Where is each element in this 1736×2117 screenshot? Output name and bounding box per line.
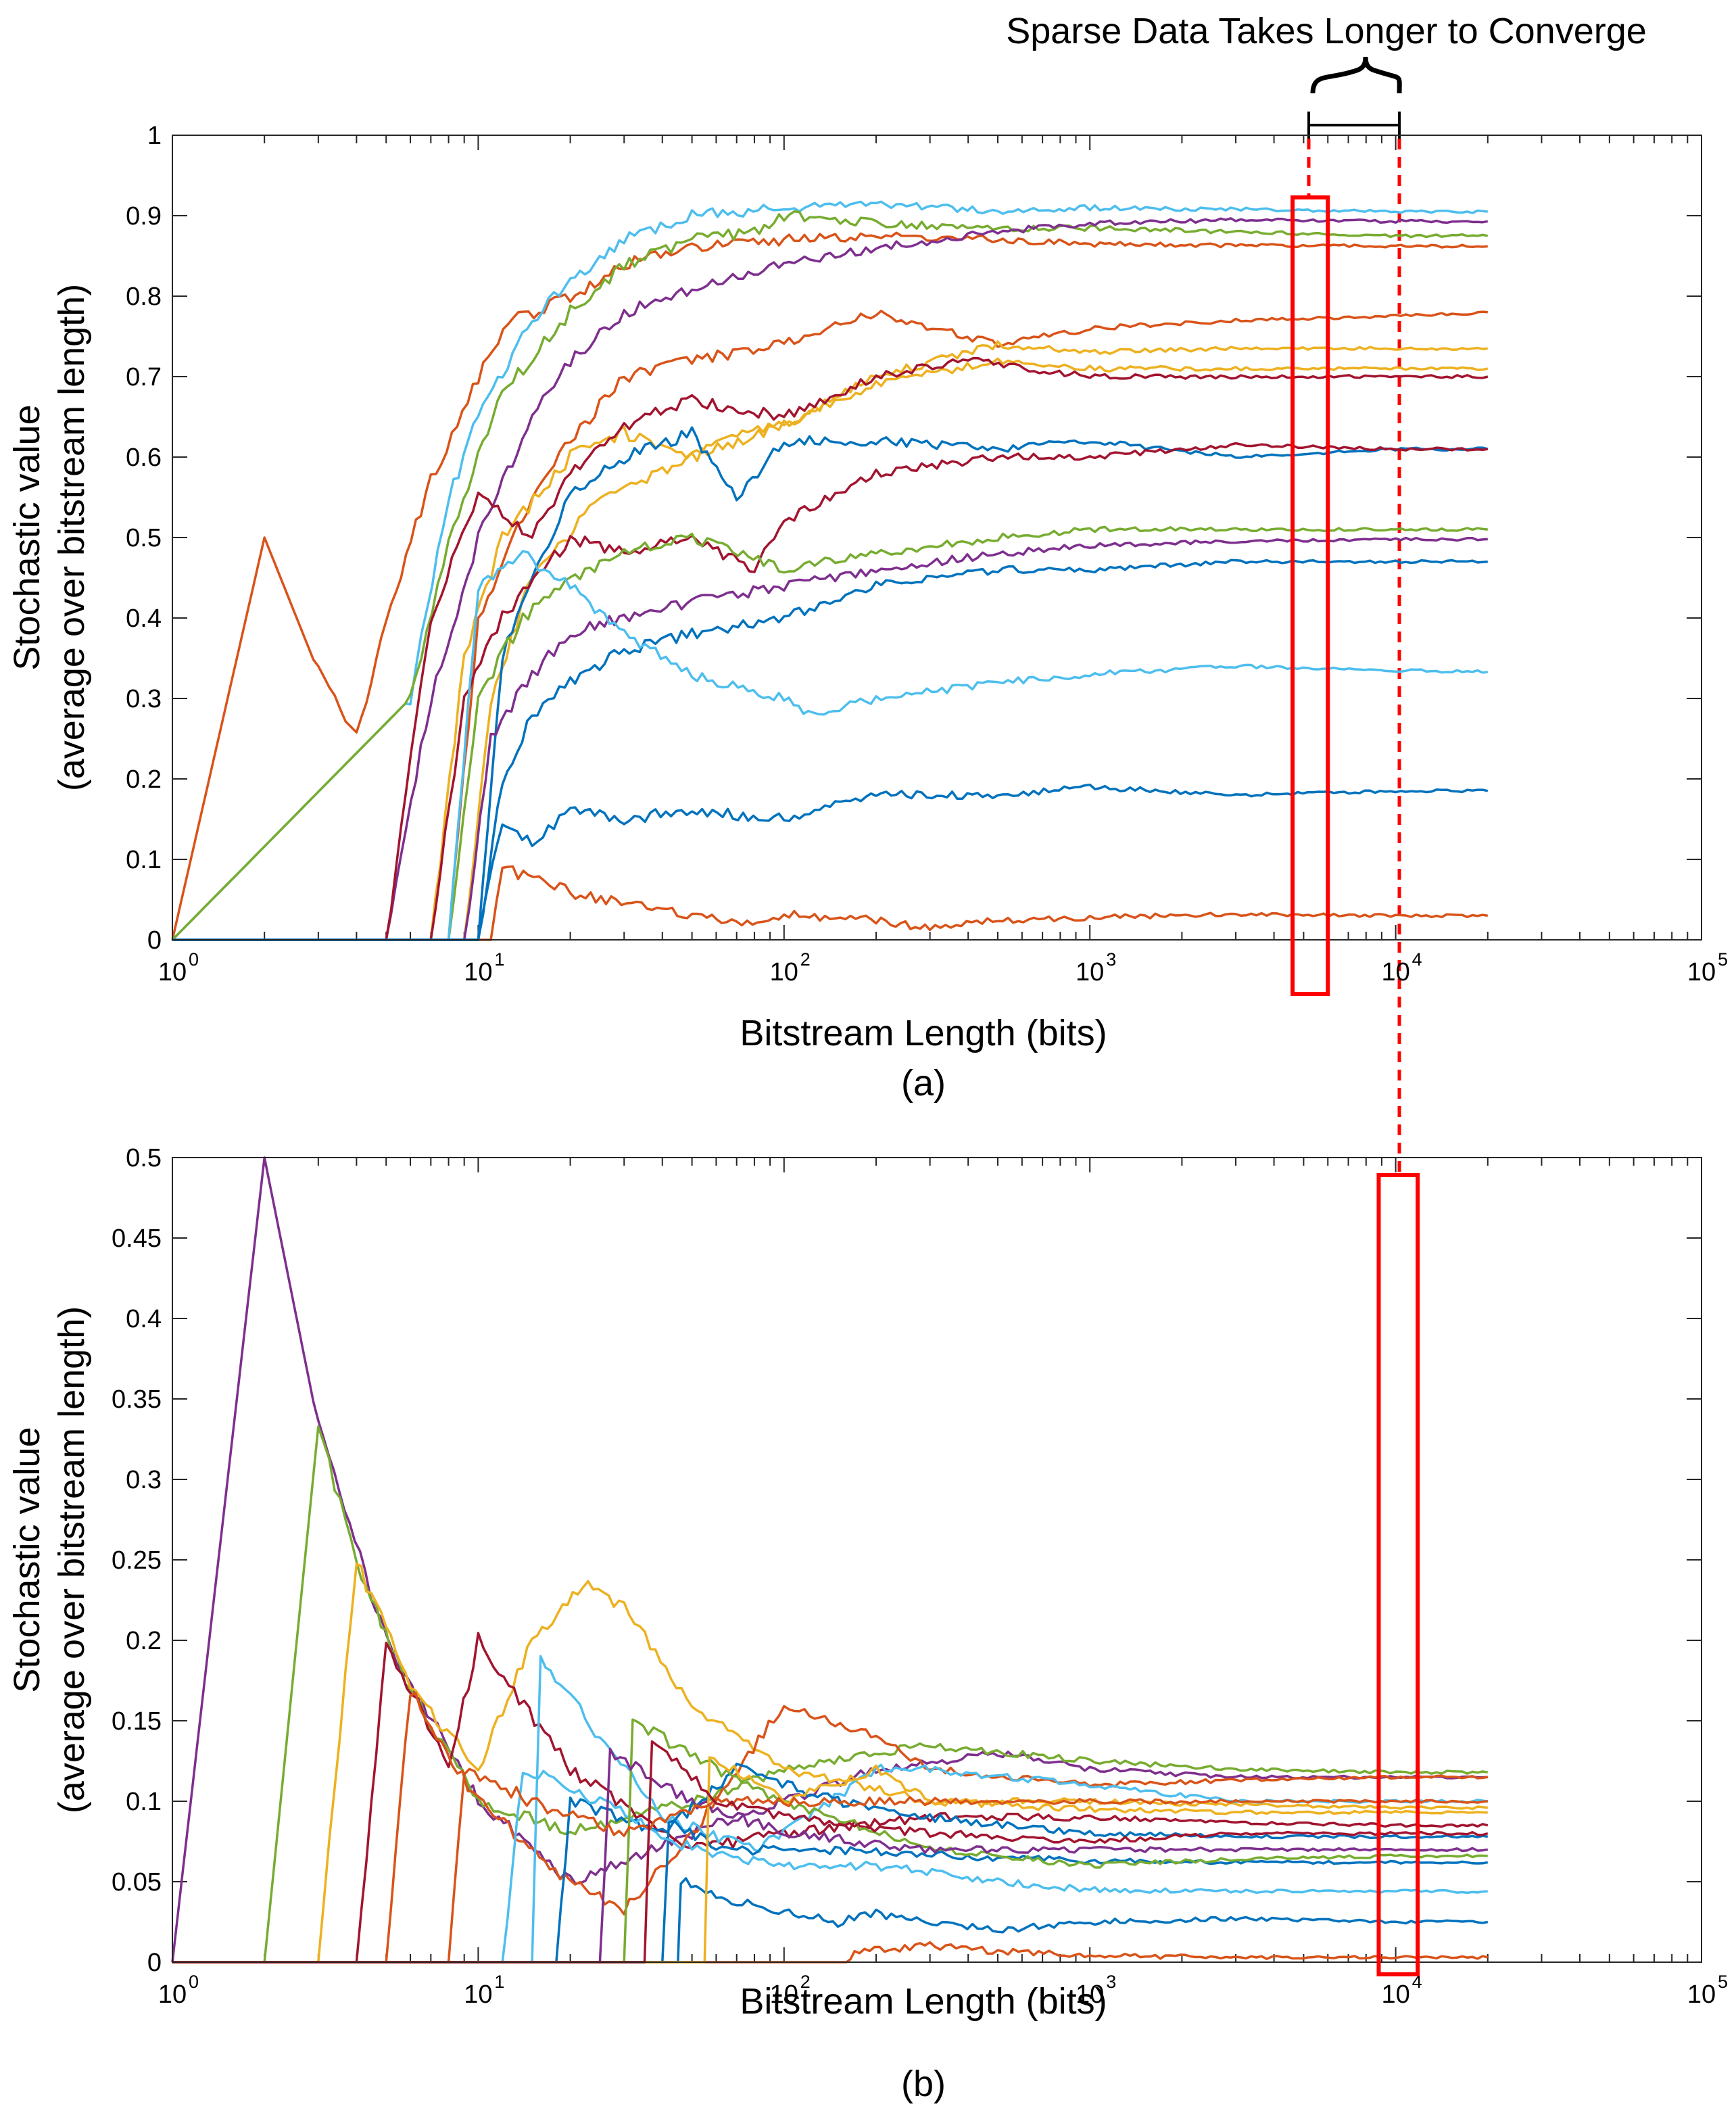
x-tick-exponent: 4 [1412,1972,1422,1992]
x-tick-exponent: 3 [1106,949,1116,970]
panel-a-axes-box [172,135,1702,941]
x-tick-label: 10 [1076,958,1104,986]
panel-b-tick-labels: 10 0 10 1 10 2 10 3 10 4 10 500.050.10.150.20.250.3… [112,1144,1728,2009]
y-tick-label: 0.35 [112,1385,162,1414]
x-tick-exponent: 0 [189,1972,199,1992]
x-tick-label: 10 [1381,1980,1409,2009]
panel-b-ylabel-line1: Stochastic value [7,1427,47,1692]
x-tick-exponent: 1 [494,1972,504,1992]
x-tick-exponent: 1 [494,949,504,970]
x-tick-exponent: 5 [1718,1972,1728,1992]
series-line [172,1691,1489,1964]
panel-a: 10 0 10 1 10 2 10 3 10 4 10 500.10.20.30.40.50.60.7… [7,122,1728,1103]
x-tick-label: 10 [770,958,798,986]
series-line [172,1632,1489,1964]
x-tick-exponent: 2 [800,1972,811,1992]
series-line [172,1425,1489,1964]
panel-a-xlabel: Bitstream Length (bits) [740,1013,1107,1053]
panel-b-series [171,1156,1489,1964]
x-tick-exponent: 2 [800,949,811,970]
y-tick-label: 0.5 [126,524,162,552]
y-tick-label: 0.2 [126,765,162,794]
panel-b-axes-box [172,1157,1702,1963]
x-tick-label: 10 [1687,1980,1716,2009]
series-line [172,426,1489,941]
y-tick-label: 0.4 [126,604,162,633]
x-tick-label: 10 [1076,1980,1104,2009]
panel-b-label: (b) [901,2064,946,2104]
panel-a-ylabel-line2: (average over bitstream length) [51,284,92,791]
series-line [171,200,1488,941]
y-tick-label: 0.45 [112,1224,162,1253]
y-tick-label: 0.3 [126,685,162,713]
x-tick-label: 10 [464,1980,492,2009]
panel-b-ticks [172,1157,1702,1963]
panel-b-highlight-box [1376,1173,1420,1976]
y-tick-label: 0 [147,1949,162,1977]
y-tick-label: 0.6 [126,444,162,472]
y-tick-label: 1 [147,122,162,150]
annotation-interval-bar [1307,112,1401,139]
x-tick-exponent: 3 [1106,1972,1116,1992]
y-tick-label: 0.5 [126,1144,162,1172]
series-line [172,1563,1488,1964]
y-tick-label: 0.4 [126,1305,162,1333]
y-tick-label: 0 [147,926,162,955]
y-tick-label: 0.8 [126,283,162,311]
panel-a-label: (a) [901,1063,946,1103]
series-line [171,210,1489,941]
series-line [172,340,1488,941]
x-tick-exponent: 0 [189,949,199,970]
y-tick-label: 0.25 [112,1546,162,1575]
series-line [172,865,1489,941]
panel-a-series [171,200,1489,941]
x-tick-label: 10 [464,958,492,986]
series-line [172,1762,1489,1964]
y-tick-label: 0.15 [112,1707,162,1736]
panel-a-highlight-box [1291,195,1330,996]
series-line [172,1740,1489,1964]
y-tick-label: 0.05 [112,1868,162,1897]
panel-b-xlabel: Bitstream Length (bits) [740,1981,1107,2022]
panel-b: 10 0 10 1 10 2 10 3 10 4 10 500.050.10.150.20.250.3… [7,1144,1728,2104]
y-tick-label: 0.1 [126,846,162,874]
x-tick-exponent: 5 [1718,949,1728,970]
y-tick-label: 0.1 [126,1788,162,1816]
x-tick-label: 10 [770,1980,798,2009]
series-line [172,783,1489,941]
annotation-title: Sparse Data Takes Longer to Converge [1006,11,1647,51]
series-line [172,558,1488,941]
x-tick-exponent: 4 [1412,949,1422,970]
series-line [172,525,1488,941]
series-line [172,356,1489,941]
y-tick-label: 0.7 [126,363,162,391]
series-line [172,1941,1489,1964]
series-line [172,1767,1488,1964]
y-tick-label: 0.2 [126,1627,162,1655]
series-line [172,550,1489,941]
x-tick-label: 10 [158,958,187,986]
y-tick-label: 0.9 [126,202,162,231]
x-tick-label: 10 [158,1980,187,2009]
x-tick-label: 10 [1381,958,1409,986]
y-tick-label: 0.3 [126,1466,162,1494]
annotation-brace [1310,56,1402,94]
panel-a-ylabel-line1: Stochastic value [7,404,47,670]
panel-a-tick-labels: 10 0 10 1 10 2 10 3 10 4 10 500.10.20.30.40.50.60.7… [126,122,1728,986]
series-line [171,231,1488,941]
panel-b-ylabel-line2: (average over bitstream length) [51,1306,92,1813]
x-tick-label: 10 [1687,958,1716,986]
